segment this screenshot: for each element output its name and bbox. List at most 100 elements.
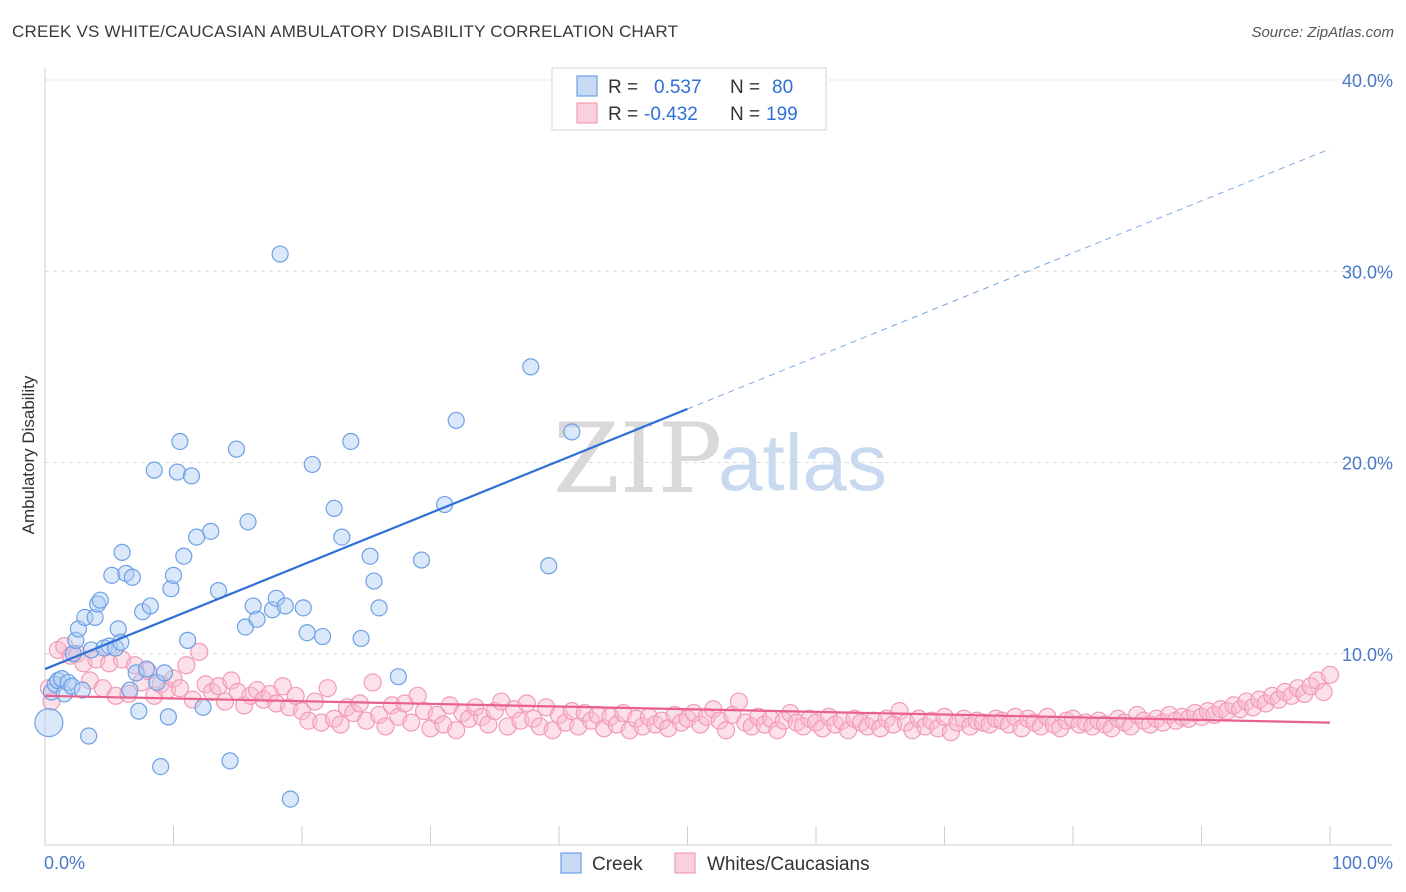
whites-point [177, 656, 196, 675]
creek-point [271, 245, 289, 263]
y-axis-label: Ambulatory Disability [19, 375, 38, 534]
bottom-legend-swatch-creek [560, 852, 582, 874]
creek-point [342, 432, 360, 451]
creek-point [182, 467, 201, 485]
legend-creek-r-label: R = [608, 77, 638, 98]
whites-trend-line [44, 694, 1331, 724]
whites-point [447, 721, 466, 740]
creek-point [152, 757, 170, 776]
creek-point [313, 627, 332, 646]
y-tick-label: 10.0% [1342, 645, 1393, 665]
creek-point [412, 551, 431, 569]
creek-point [171, 432, 189, 451]
whites-point [941, 723, 961, 742]
creek-point [175, 547, 193, 565]
creek-point [91, 591, 109, 609]
watermark: ZIP atlas [553, 403, 887, 515]
whites-point [331, 715, 350, 734]
creek-point [563, 423, 581, 441]
creek-point [227, 440, 246, 458]
creek-point [159, 708, 177, 726]
whites-point [517, 694, 536, 713]
creek-point [137, 660, 156, 678]
creek-point [325, 499, 343, 517]
whites-point [170, 679, 190, 698]
whites-point [781, 703, 800, 723]
whites-point [408, 686, 427, 705]
gridlines [45, 79, 1392, 655]
whites-point [42, 692, 61, 711]
creek-trend-extension [687, 148, 1331, 410]
creek-point [123, 568, 141, 586]
whites-point [729, 692, 749, 711]
creek-point [303, 455, 321, 474]
whites-point [890, 702, 909, 721]
creek-point [145, 461, 163, 479]
watermark-zip: ZIP [553, 403, 722, 515]
creek-point [333, 528, 351, 546]
whites-point [215, 692, 234, 711]
y-tick-label: 30.0% [1342, 262, 1393, 282]
whites-point [768, 721, 787, 740]
creek-point [168, 463, 186, 481]
series-legend: Creek Whites/Caucasians [560, 852, 870, 875]
whites-point [466, 698, 485, 717]
legend-box [551, 67, 827, 131]
y-tick-label: 40.0% [1342, 71, 1393, 91]
creek-point [352, 629, 370, 648]
creek-point [103, 566, 121, 584]
creek-point [298, 624, 316, 642]
whites-point [292, 702, 312, 721]
creek-point [540, 557, 558, 575]
creek-point [202, 522, 220, 540]
legend-whites-n-value: 199 [766, 104, 798, 125]
creek-point [294, 599, 312, 617]
creek-point [194, 698, 212, 716]
creek-trend-line [44, 407, 688, 671]
creek-point [86, 608, 104, 627]
creek-point [522, 358, 540, 376]
whites-point [164, 669, 183, 688]
creek-point [365, 572, 383, 590]
creek-point [80, 727, 98, 745]
creek-point [239, 513, 257, 531]
creek-point [155, 664, 174, 682]
creek-point [221, 752, 239, 770]
y-tick-label: 20.0% [1342, 454, 1393, 474]
creek-point [389, 668, 407, 686]
creek-point [73, 681, 91, 699]
watermark-atlas: atlas [718, 418, 887, 507]
bottom-legend-creek: Creek [592, 854, 643, 875]
correlation-legend: R = 0.537 N = 80 R = -0.432 N = 199 [551, 67, 827, 131]
creek-point [63, 677, 81, 695]
tick-labels: 10.0% 20.0% 30.0% 40.0% 0.0% 100.0% [44, 71, 1393, 873]
whites-point [376, 717, 395, 736]
bottom-legend-whites: Whites/Caucasians [707, 854, 870, 875]
creek-point [113, 543, 131, 561]
creek-point [248, 610, 266, 628]
bottom-legend-swatch-whites [674, 852, 696, 874]
creek-point [162, 580, 180, 598]
creek-point [370, 599, 388, 617]
x-tick-label: 0.0% [44, 853, 85, 873]
creek-point [130, 702, 148, 720]
axes [44, 68, 1392, 846]
series-whites-points [39, 636, 1340, 742]
creek-point [276, 597, 294, 615]
legend-swatch-whites [576, 102, 598, 124]
whites-point [1314, 682, 1333, 702]
legend-whites-r-label: R = [608, 104, 638, 125]
legend-creek-n-value: 80 [772, 77, 793, 98]
creek-point [141, 597, 159, 615]
whites-point [318, 679, 337, 698]
creek-point [121, 681, 139, 699]
series-creek-points [34, 245, 581, 808]
legend-creek-r-value: 0.537 [654, 77, 702, 98]
legend-swatch-creek [576, 75, 598, 97]
whites-point [273, 677, 292, 696]
whites-point [190, 642, 209, 661]
whites-point [427, 705, 447, 725]
legend-whites-r-value: -0.432 [644, 104, 698, 125]
x-tick-label: 100.0% [1332, 853, 1393, 873]
legend-creek-n-label: N = [730, 77, 760, 98]
